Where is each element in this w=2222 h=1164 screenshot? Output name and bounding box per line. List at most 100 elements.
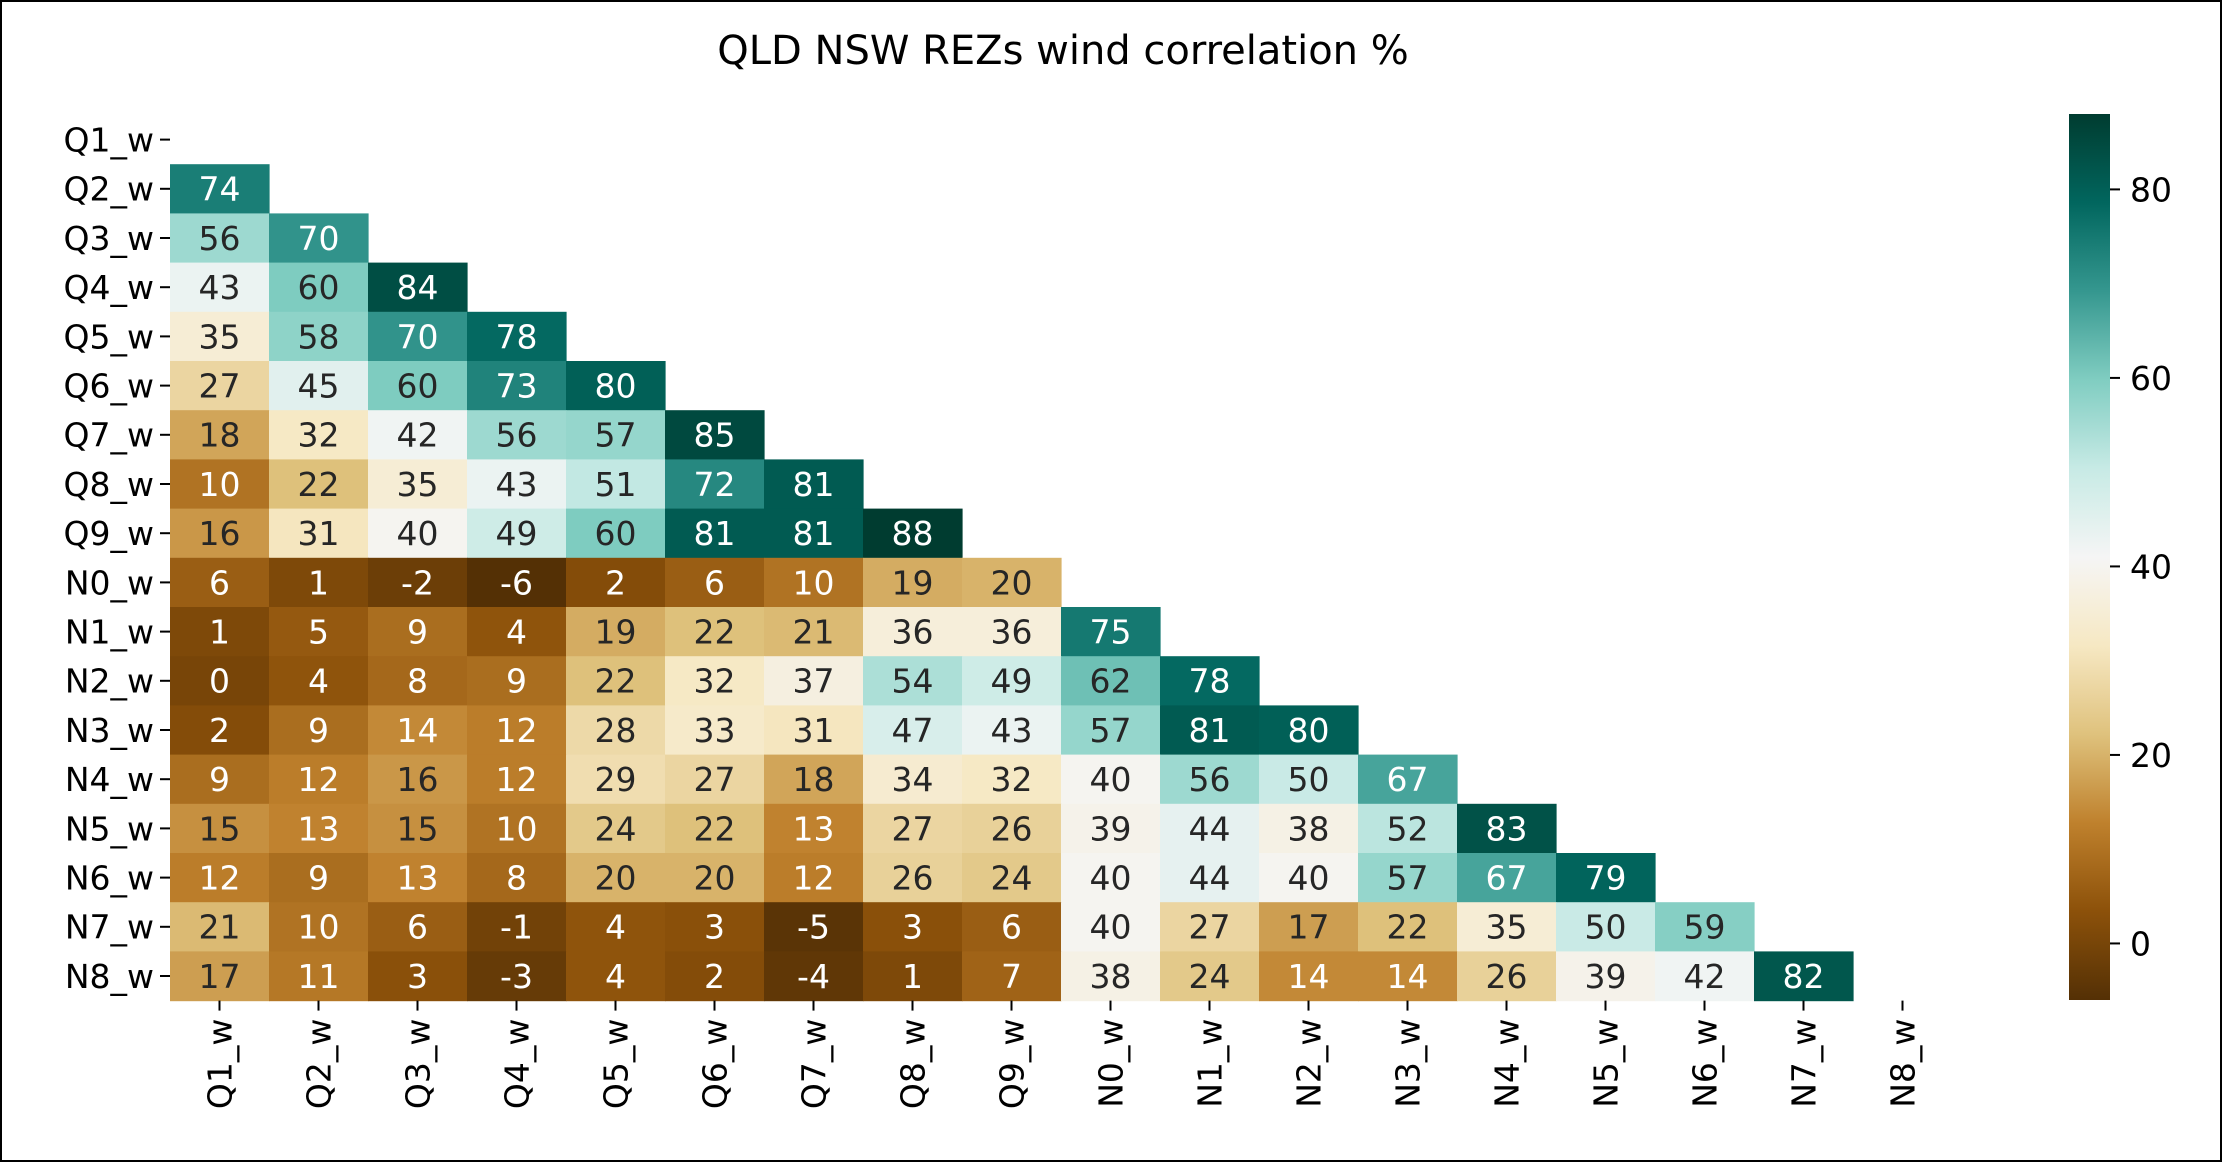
heatmap-cell: [566, 508, 666, 559]
y-tick-label: Q2_w: [64, 170, 154, 209]
cell-value-label: -3: [500, 957, 533, 996]
heatmap-cell: [1160, 853, 1260, 903]
cell-value-label: 2: [605, 563, 626, 602]
cell-value-label: 60: [595, 514, 637, 553]
heatmap-cell: [566, 361, 666, 411]
cell-value-label: 16: [199, 514, 241, 553]
cell-value-label: 6: [209, 563, 230, 602]
cell-value-label: 43: [991, 711, 1033, 750]
y-tick-label: N1_w: [65, 612, 154, 651]
colorbar-tick-label: 20: [2130, 736, 2172, 775]
heatmap-cell: [764, 705, 864, 756]
cell-value-label: 88: [892, 514, 934, 553]
cell-value-label: 78: [1189, 662, 1231, 701]
x-tick-label: Q2_w: [299, 1019, 338, 1109]
cell-value-label: 56: [199, 219, 241, 258]
heatmap-cell: [170, 410, 270, 460]
heatmap-cell: [467, 361, 567, 411]
cell-value-label: 6: [704, 563, 725, 602]
heatmap-cell: [1358, 853, 1458, 903]
heatmap-cell: [764, 607, 864, 657]
heatmap-cell: [368, 361, 468, 411]
heatmap-cell: [170, 754, 270, 805]
cell-value-label: 47: [892, 711, 934, 750]
cell-value-label: 40: [1090, 760, 1132, 799]
y-tick-label: N0_w: [65, 563, 154, 602]
heatmap-cell: [269, 607, 369, 657]
heatmap-cell: [1160, 705, 1260, 756]
heatmap-cell: [368, 803, 468, 854]
cell-value-label: 3: [704, 908, 725, 947]
heatmap-cell: [665, 754, 765, 805]
x-tick-label: Q3_w: [398, 1019, 437, 1109]
y-tick-label: Q7_w: [64, 416, 154, 455]
cell-value-label: 35: [199, 317, 241, 356]
y-axis: Q1_w Q2_w Q3_w Q4_w Q5_w Q6_w Q7_w Q8_w Q9_w N0_w…: [64, 120, 170, 996]
cell-value-label: 9: [506, 662, 527, 701]
heatmap-cell: [1061, 607, 1161, 657]
cell-value-label: 62: [1090, 662, 1132, 701]
cell-value-label: 24: [991, 858, 1033, 897]
heatmap-cell: [566, 951, 666, 1002]
heatmap-cell: [962, 853, 1062, 903]
cell-value-label: 28: [595, 711, 637, 750]
cell-value-label: 31: [298, 514, 340, 553]
cell-value-label: 4: [605, 908, 626, 947]
cell-value-label: 50: [1288, 760, 1330, 799]
y-tick-label: N5_w: [65, 809, 154, 848]
cell-value-label: 22: [694, 612, 736, 651]
heatmap-cell: [170, 607, 270, 657]
heatmap-cell: [1457, 853, 1557, 903]
cell-value-label: 59: [1684, 908, 1726, 947]
cell-value-label: 74: [199, 170, 241, 209]
y-tick-label: N7_w: [65, 908, 154, 947]
cell-value-label: 9: [308, 858, 329, 897]
cell-value-label: 51: [595, 465, 637, 504]
heatmap-cell: [368, 410, 468, 460]
y-tick-label: N3_w: [65, 711, 154, 750]
cell-value-label: 12: [496, 711, 538, 750]
heatmap-cell: [269, 656, 369, 706]
heatmap-cell: [467, 705, 567, 756]
heatmap-cell: [170, 853, 270, 903]
y-tick-label: N8_w: [65, 957, 154, 996]
y-tick-label: Q1_w: [64, 120, 154, 159]
heatmap-cell: [764, 853, 864, 903]
y-tick-label: Q6_w: [64, 366, 154, 405]
heatmap-cell: [863, 607, 963, 657]
heatmap-cell: [1556, 902, 1656, 952]
cell-value-label: 33: [694, 711, 736, 750]
heatmap-cell: [1061, 656, 1161, 706]
heatmap-cell: [1655, 902, 1755, 952]
cell-value-label: 38: [1288, 809, 1330, 848]
heatmap-cell: [1259, 705, 1359, 756]
cell-value-label: 11: [298, 957, 340, 996]
cell-value-label: 81: [1189, 711, 1231, 750]
heatmap-cell: [665, 803, 765, 854]
heatmap-cell: [1160, 951, 1260, 1002]
cell-value-label: 34: [892, 760, 934, 799]
cell-value-label: 83: [1486, 809, 1528, 848]
heatmap-cell: [368, 508, 468, 559]
x-tick-label: Q8_w: [893, 1019, 932, 1109]
cell-value-label: 2: [209, 711, 230, 750]
cell-value-label: 22: [694, 809, 736, 848]
heatmap-cell: [1754, 951, 1854, 1002]
cell-value-label: -1: [500, 908, 533, 947]
heatmap-cell: [1160, 803, 1260, 854]
heatmap-cell: [467, 410, 567, 460]
cell-value-label: 80: [595, 366, 637, 405]
heatmap-cell: [170, 803, 270, 854]
cell-value-label: 10: [298, 908, 340, 947]
cell-value-label: 6: [1001, 908, 1022, 947]
cell-value-label: -5: [797, 908, 830, 947]
heatmap-cell: [863, 951, 963, 1002]
heatmap-cell: [665, 459, 765, 510]
heatmap-cell: [665, 853, 765, 903]
heatmap-cell: [368, 754, 468, 805]
heatmap-cell: [566, 656, 666, 706]
heatmap-cell: [1061, 853, 1161, 903]
